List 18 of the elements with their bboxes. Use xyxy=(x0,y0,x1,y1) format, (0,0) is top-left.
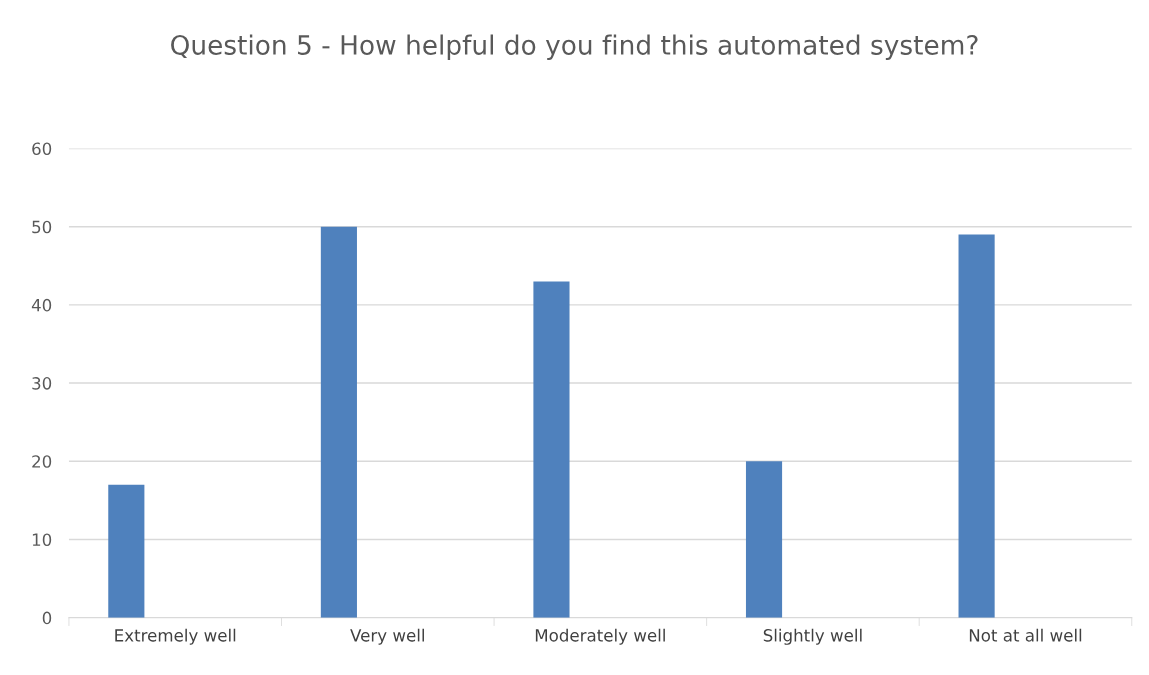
chart-title: Question 5 - How helpful do you find this automated system? xyxy=(171,34,978,61)
y-tick-label: 30 xyxy=(32,377,52,390)
x-tick-label: Very well xyxy=(350,628,424,645)
x-tick-label: Extremely well xyxy=(115,628,236,645)
x-tick-label: Slightly well xyxy=(763,628,862,645)
x-tick-label: Not at all well xyxy=(969,628,1082,642)
bar xyxy=(745,461,783,618)
y-tick-label: 0 xyxy=(42,611,52,625)
y-tick-label: 40 xyxy=(31,298,52,312)
y-tick-label: 60 xyxy=(32,142,52,156)
bar xyxy=(108,484,145,618)
y-tick-label: 50 xyxy=(32,220,52,234)
y-tick-label: 10 xyxy=(32,533,52,547)
bar xyxy=(320,226,357,618)
y-tick-label: 20 xyxy=(32,455,52,468)
bar xyxy=(533,281,570,618)
x-tick-label: Moderately well xyxy=(535,628,665,645)
bar xyxy=(958,234,995,618)
